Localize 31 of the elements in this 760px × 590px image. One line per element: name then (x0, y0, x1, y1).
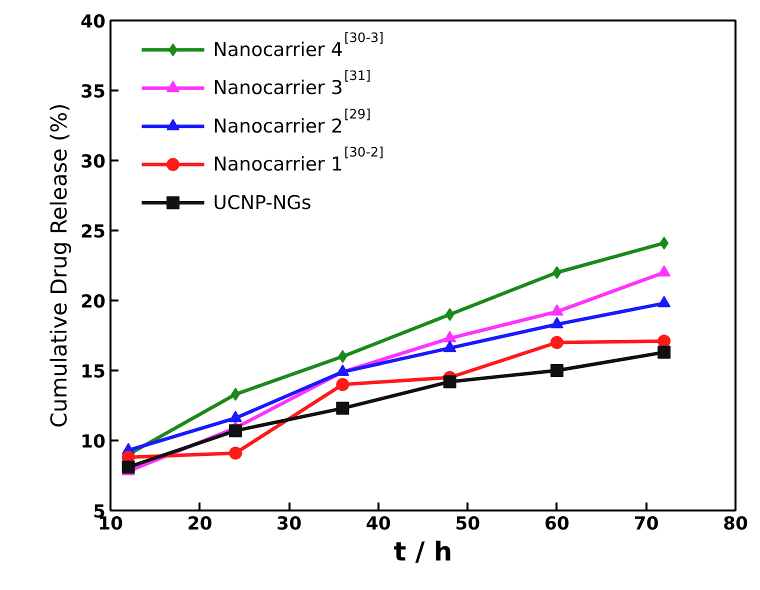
point (658, 346, 671, 359)
y-tick-label: 40 (80, 12, 106, 32)
point (336, 378, 350, 391)
point (660, 236, 669, 250)
y-tick-label: 10 (80, 432, 106, 452)
x-tick-label: 30 (276, 514, 302, 534)
point (550, 364, 564, 377)
point (229, 424, 242, 438)
x-tick-label: 50 (455, 514, 480, 534)
point (445, 308, 454, 321)
point (658, 334, 671, 348)
point (229, 446, 242, 460)
x-tick-label: 40 (366, 514, 391, 534)
x-tick-label: 60 (544, 514, 570, 534)
y-axis-title: Cumulative Drug Release (%) (47, 103, 72, 428)
point (122, 460, 135, 474)
point (338, 350, 348, 363)
y-tick-label: 30 (80, 152, 106, 172)
point (336, 402, 350, 415)
point (550, 336, 564, 349)
y-tick-label: 25 (80, 222, 106, 242)
y-tick-label: 35 (80, 82, 106, 102)
point (443, 375, 456, 388)
x-tick-label: 70 (634, 514, 659, 534)
point (552, 266, 562, 279)
y-tick-label: 20 (80, 292, 106, 312)
y-tick-label: 15 (80, 362, 106, 382)
x-axis-title: t / h (394, 538, 452, 568)
x-tick-label: 80 (722, 514, 748, 534)
legend-label: UCNP-NGs (213, 192, 312, 214)
x-tick-label: 20 (187, 514, 212, 534)
